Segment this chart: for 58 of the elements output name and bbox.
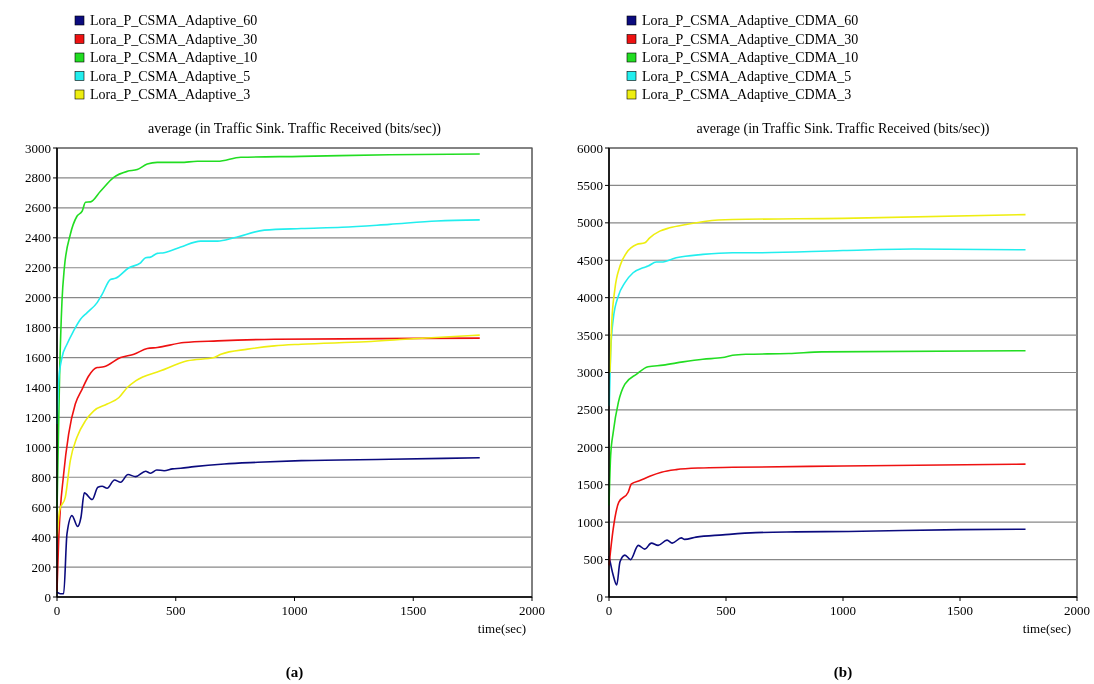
line-series: [56, 457, 481, 595]
x-tick-label: 500: [166, 603, 186, 618]
x-tick-label: 1000: [281, 603, 308, 618]
text: (a): [285, 664, 304, 681]
x-tick-label: 500: [716, 603, 736, 618]
y-tick-label: 2000: [25, 290, 51, 306]
y-tick-label: 3000: [577, 365, 603, 381]
y-tick-label: 4500: [577, 252, 603, 268]
y-tick-label: 2600: [25, 200, 51, 216]
text: (b): [833, 664, 853, 681]
x-tick-label: 2000: [519, 603, 545, 618]
x-axis-title: time(sec): [477, 621, 527, 636]
y-tick-label: 5500: [577, 177, 603, 193]
x-tick-label: 1500: [400, 603, 427, 618]
x-axis-title: time(sec): [1022, 621, 1072, 636]
y-tick-label: 3000: [25, 140, 51, 156]
chart-title: average (in Traffic Sink. Traffic Received (bits/sec)): [147, 121, 442, 137]
y-tick-label: 2200: [25, 260, 51, 276]
line-series: [609, 213, 1027, 374]
y-tick-label: 1500: [577, 477, 603, 493]
y-tick-label: 1000: [25, 439, 51, 455]
legend-label: Lora_P_CSMA_Adaptive_3: [90, 87, 251, 102]
y-tick-label: 1600: [25, 350, 51, 366]
y-tick-label: 3500: [577, 327, 603, 343]
y-tick-label: 1000: [577, 514, 603, 530]
y-tick-label: 2000: [577, 439, 603, 455]
legend-label: Lora_P_CSMA_Adaptive_CDMA_5: [642, 68, 852, 84]
y-tick-label: 200: [31, 559, 51, 575]
legend-label: Lora_P_CSMA_Adaptive_5: [90, 68, 251, 84]
legend-label: Lora_P_CSMA_Adaptive_CDMA_30: [642, 31, 859, 47]
y-tick-label: 6000: [577, 140, 603, 156]
legend-label: Lora_P_CSMA_Adaptive_CDMA_10: [642, 50, 859, 65]
y-tick-label: 1200: [25, 409, 51, 425]
legend-label: Lora_P_CSMA_Adaptive_60: [90, 13, 258, 28]
x-tick-label: 2000: [1064, 603, 1090, 618]
y-tick-label: 5000: [577, 215, 603, 231]
legend-label: Lora_P_CSMA_Adaptive_CDMA_3: [642, 87, 852, 102]
y-tick-label: 1800: [25, 320, 51, 336]
y-tick-label: 1400: [25, 380, 51, 396]
x-tick-label: 0: [53, 603, 61, 618]
legend-label: Lora_P_CSMA_Adaptive_10: [90, 50, 258, 65]
y-tick-label: 2800: [25, 170, 51, 186]
x-tick-label: 1000: [830, 603, 856, 618]
y-tick-label: 500: [583, 552, 603, 568]
x-tick-label: 0: [605, 603, 613, 618]
line-series: [608, 528, 1027, 586]
x-tick-label: 1500: [947, 603, 973, 618]
y-tick-label: 600: [31, 499, 51, 515]
y-tick-label: 0: [596, 589, 603, 605]
y-tick-label: 400: [31, 529, 51, 545]
y-tick-label: 2500: [577, 402, 603, 418]
y-tick-label: 2400: [25, 230, 51, 246]
legend-label: Lora_P_CSMA_Adaptive_30: [90, 31, 258, 47]
y-tick-label: 0: [44, 589, 51, 605]
y-tick-label: 4000: [577, 290, 603, 306]
y-tick-label: 800: [31, 469, 51, 485]
legend-label: Lora_P_CSMA_Adaptive_CDMA_60: [642, 13, 859, 28]
chart-title: average (in Traffic Sink. Traffic Received (bits/sec)): [696, 121, 990, 137]
